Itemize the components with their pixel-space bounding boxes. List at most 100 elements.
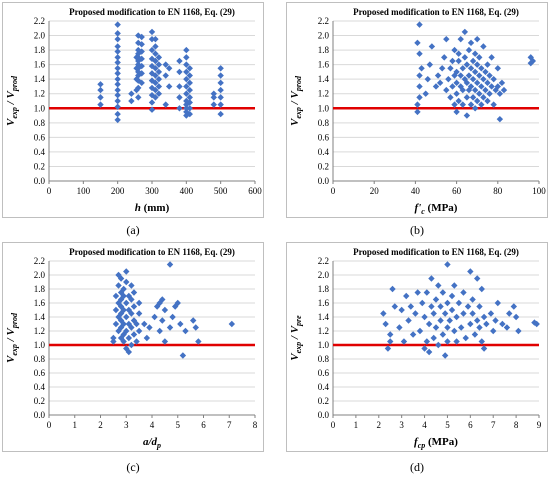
- data-point: [162, 101, 169, 108]
- data-point: [434, 72, 442, 79]
- data-point: [182, 327, 189, 335]
- data-point: [210, 101, 217, 108]
- data-point: [418, 65, 425, 72]
- data-point: [414, 108, 421, 116]
- data-point: [120, 306, 127, 314]
- data-point: [443, 86, 450, 94]
- data-point: [449, 57, 456, 65]
- data-point: [499, 320, 506, 328]
- data-point: [123, 268, 130, 275]
- y-tick-label: 0.0: [34, 410, 46, 420]
- data-point: [480, 345, 488, 352]
- data-point: [165, 83, 173, 90]
- data-point: [435, 282, 442, 289]
- data-point: [186, 110, 193, 118]
- data-point: [426, 61, 434, 68]
- data-point: [439, 289, 447, 296]
- data-point: [115, 282, 122, 289]
- data-point: [114, 43, 121, 50]
- data-point: [138, 33, 145, 41]
- data-point: [155, 68, 163, 76]
- data-point: [135, 84, 142, 92]
- data-point: [480, 313, 488, 321]
- y-tick-label: 2.0: [318, 31, 330, 41]
- data-point: [125, 320, 133, 328]
- data-point: [455, 97, 462, 105]
- data-point: [453, 313, 460, 321]
- data-point: [478, 285, 485, 293]
- x-tick-label: 0: [47, 420, 52, 430]
- x-axis-label: a/dp: [143, 436, 161, 450]
- data-point: [474, 35, 481, 43]
- y-axis-label: Vexp / Vprod: [289, 75, 303, 126]
- data-point: [217, 86, 224, 94]
- data-point: [476, 303, 483, 310]
- data-point: [176, 83, 183, 90]
- data-point: [97, 86, 104, 94]
- data-point: [432, 296, 440, 303]
- data-point: [463, 94, 471, 101]
- data-point: [471, 331, 479, 338]
- chart-title: Proposed modification to EN 1168, Eq. (2…: [69, 7, 235, 17]
- y-tick-label: 2.2: [34, 16, 45, 26]
- data-point: [471, 68, 479, 76]
- data-point: [436, 79, 444, 87]
- x-tick-label: 5: [445, 420, 450, 430]
- data-point: [438, 65, 446, 72]
- data-point: [114, 110, 121, 118]
- data-point: [465, 72, 473, 79]
- data-point: [476, 54, 483, 61]
- data-point: [430, 334, 437, 342]
- x-tick-label: 60: [452, 186, 462, 196]
- data-point: [114, 35, 121, 43]
- data-point: [183, 46, 190, 54]
- data-point: [123, 299, 130, 307]
- data-point: [135, 299, 143, 307]
- data-point: [490, 327, 497, 335]
- data-point: [135, 68, 142, 76]
- y-tick-label: 1.0: [34, 103, 46, 113]
- x-tick-label: 8: [253, 420, 258, 430]
- data-point: [448, 306, 456, 314]
- x-tick-label: 7: [227, 420, 232, 430]
- x-tick-label: 80: [493, 186, 503, 196]
- data-point: [117, 275, 125, 282]
- data-point: [190, 317, 197, 324]
- data-point: [387, 338, 394, 345]
- data-point: [416, 50, 423, 57]
- data-point: [148, 62, 156, 70]
- data-point: [120, 285, 127, 293]
- data-point: [125, 348, 133, 356]
- data-point: [138, 55, 145, 63]
- data-point: [484, 61, 491, 68]
- data-point: [135, 46, 142, 54]
- data-point: [467, 65, 475, 72]
- data-point: [478, 83, 485, 90]
- y-tick-label: 0.4: [318, 147, 330, 157]
- data-point: [115, 313, 122, 321]
- data-point: [210, 90, 217, 97]
- data-point: [148, 84, 156, 92]
- x-tick-label: 2: [377, 420, 382, 430]
- data-point: [114, 86, 121, 94]
- data-point: [135, 77, 142, 84]
- data-point: [138, 70, 145, 77]
- data-point: [186, 72, 193, 79]
- data-point: [165, 65, 173, 72]
- data-point: [476, 324, 483, 331]
- chart-c-svg: Proposed modification to EN 1168, Eq. (2…: [5, 247, 258, 450]
- chart-title: Proposed modification to EN 1168, Eq. (2…: [353, 7, 519, 17]
- x-axis-label: h (mm): [135, 202, 170, 214]
- data-point: [148, 35, 156, 43]
- y-tick-label: 1.4: [34, 74, 46, 84]
- data-point: [459, 65, 466, 72]
- data-point: [455, 50, 462, 57]
- data-point: [457, 72, 464, 79]
- data-point: [463, 112, 471, 119]
- x-tick-label: 600: [248, 186, 262, 196]
- data-point: [389, 285, 396, 293]
- data-point: [453, 68, 460, 76]
- y-tick-label: 1.4: [318, 312, 330, 322]
- data-point: [135, 57, 142, 65]
- y-tick-label: 1.6: [34, 298, 46, 308]
